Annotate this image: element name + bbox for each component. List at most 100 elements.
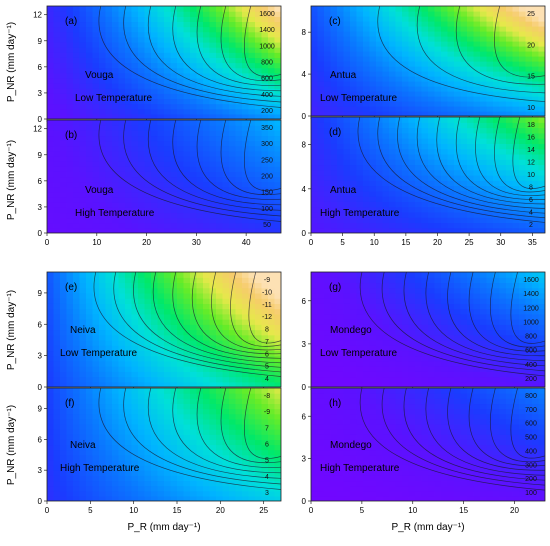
contour-line	[455, 6, 545, 85]
contour-line	[416, 6, 545, 94]
river-name: Mondego	[330, 325, 372, 336]
y-tick-label: 0	[302, 383, 307, 392]
x-tick-label: 20	[433, 238, 442, 247]
contour-line	[512, 117, 545, 189]
contour-label: 100	[261, 206, 273, 213]
y-axis-label-e: P_NR (mm day⁻¹)	[6, 290, 17, 370]
contour-line	[133, 272, 281, 368]
contour-line	[510, 272, 545, 344]
contour-line	[359, 388, 545, 491]
panel-letter: (h)	[329, 398, 341, 409]
plot-frame	[310, 271, 546, 388]
contour-label: -10	[262, 289, 272, 296]
x-tick-label: 25	[465, 238, 474, 247]
contour-line	[147, 120, 281, 211]
contour-label: 200	[525, 376, 537, 383]
river-name: Neiva	[70, 440, 96, 451]
panel-g: 1600 1400 1200 1000 800 600 400 200 (g) Mondego Lo…	[302, 271, 546, 392]
y-tick-label: 9	[38, 405, 43, 414]
contour-line	[489, 388, 545, 462]
contour-label: 6	[265, 351, 269, 358]
contour-label: 12	[527, 160, 535, 167]
y-tick-label: 6	[302, 297, 307, 306]
contour-line	[403, 388, 545, 481]
y-tick-label: 4	[302, 70, 307, 79]
x-tick-label: 25	[259, 506, 268, 515]
contour-line	[211, 272, 281, 351]
panel-d: 18 16 14 12 10 8 6 4 2 (d) Antua High Temperature 0 5…	[302, 116, 546, 247]
contour-line	[196, 388, 281, 468]
temperature-condition: Low Temperature	[320, 348, 398, 359]
contour-label: 700	[525, 407, 537, 414]
contour-line	[191, 272, 281, 355]
contour-label: 1600	[523, 277, 539, 284]
y-tick-label: 6	[38, 177, 43, 186]
contour-label: 250	[261, 157, 273, 164]
contour-line	[436, 117, 545, 205]
contour-line	[220, 6, 281, 82]
contour-label: 800	[525, 334, 537, 341]
y-tick-label: 12	[33, 11, 42, 20]
contour-line	[468, 272, 545, 352]
y-tick-label: 8	[302, 141, 307, 150]
x-tick-label: 10	[129, 506, 138, 515]
y-tick-label: 9	[38, 151, 43, 160]
contour-label: 1400	[523, 291, 539, 298]
panel-letter: (b)	[65, 130, 77, 141]
panel-letter: (d)	[329, 127, 341, 138]
y-tick-label: 0	[38, 497, 43, 506]
contour-label: -8	[264, 393, 270, 400]
temperature-condition: High Temperature	[320, 463, 400, 474]
contour-line	[468, 388, 545, 467]
contour-label: 200	[261, 108, 273, 115]
contour-label: 25	[527, 11, 535, 18]
contour-line	[172, 388, 281, 474]
contour-label: 800	[525, 393, 537, 400]
contour-label: 350	[261, 125, 273, 132]
contour-line	[381, 272, 545, 372]
x-tick-label: 20	[510, 506, 519, 515]
y-tick-label: 0	[302, 229, 307, 238]
contour-line	[244, 6, 281, 77]
contour-line	[494, 117, 545, 193]
plot-frame	[46, 119, 282, 234]
contour-label: 4	[265, 376, 269, 383]
x-axis-label-right: P_R (mm day⁻¹)	[391, 522, 464, 533]
contour-label: 1000	[259, 43, 275, 50]
contour-line	[113, 272, 281, 373]
contour-label: 6	[265, 442, 269, 449]
contour-label: 4	[529, 210, 533, 217]
contour-label: 7	[265, 339, 269, 346]
contour-label: 5	[265, 364, 269, 371]
contour-label: 8	[265, 327, 269, 334]
y-tick-label: 3	[38, 203, 43, 212]
x-tick-label: 5	[88, 506, 93, 515]
contour-line	[510, 388, 545, 459]
contour-line	[248, 272, 281, 344]
contour-label: 100	[525, 490, 537, 497]
contour-line	[123, 6, 281, 103]
contour-line	[489, 272, 545, 348]
heatmap-h	[311, 388, 545, 501]
x-tick-label: 0	[45, 238, 50, 247]
contour-line	[447, 388, 545, 471]
contour-label: 200	[525, 476, 537, 483]
contour-line	[403, 272, 545, 367]
contour-line	[425, 272, 545, 362]
temperature-condition: Low Temperature	[75, 93, 153, 104]
contour-line	[494, 6, 545, 78]
x-tick-label: 10	[370, 238, 379, 247]
x-tick-label: 20	[142, 238, 151, 247]
contour-line	[123, 388, 281, 485]
contour-line	[455, 117, 545, 200]
contour-label: 3	[265, 490, 269, 497]
plot-frame	[310, 116, 546, 234]
x-tick-label: 5	[340, 238, 345, 247]
heatmap-f	[47, 388, 281, 501]
x-tick-label: 15	[459, 506, 468, 515]
contour-line	[244, 120, 281, 191]
y-tick-label: 0	[302, 497, 307, 506]
contour-label: 300	[525, 462, 537, 469]
